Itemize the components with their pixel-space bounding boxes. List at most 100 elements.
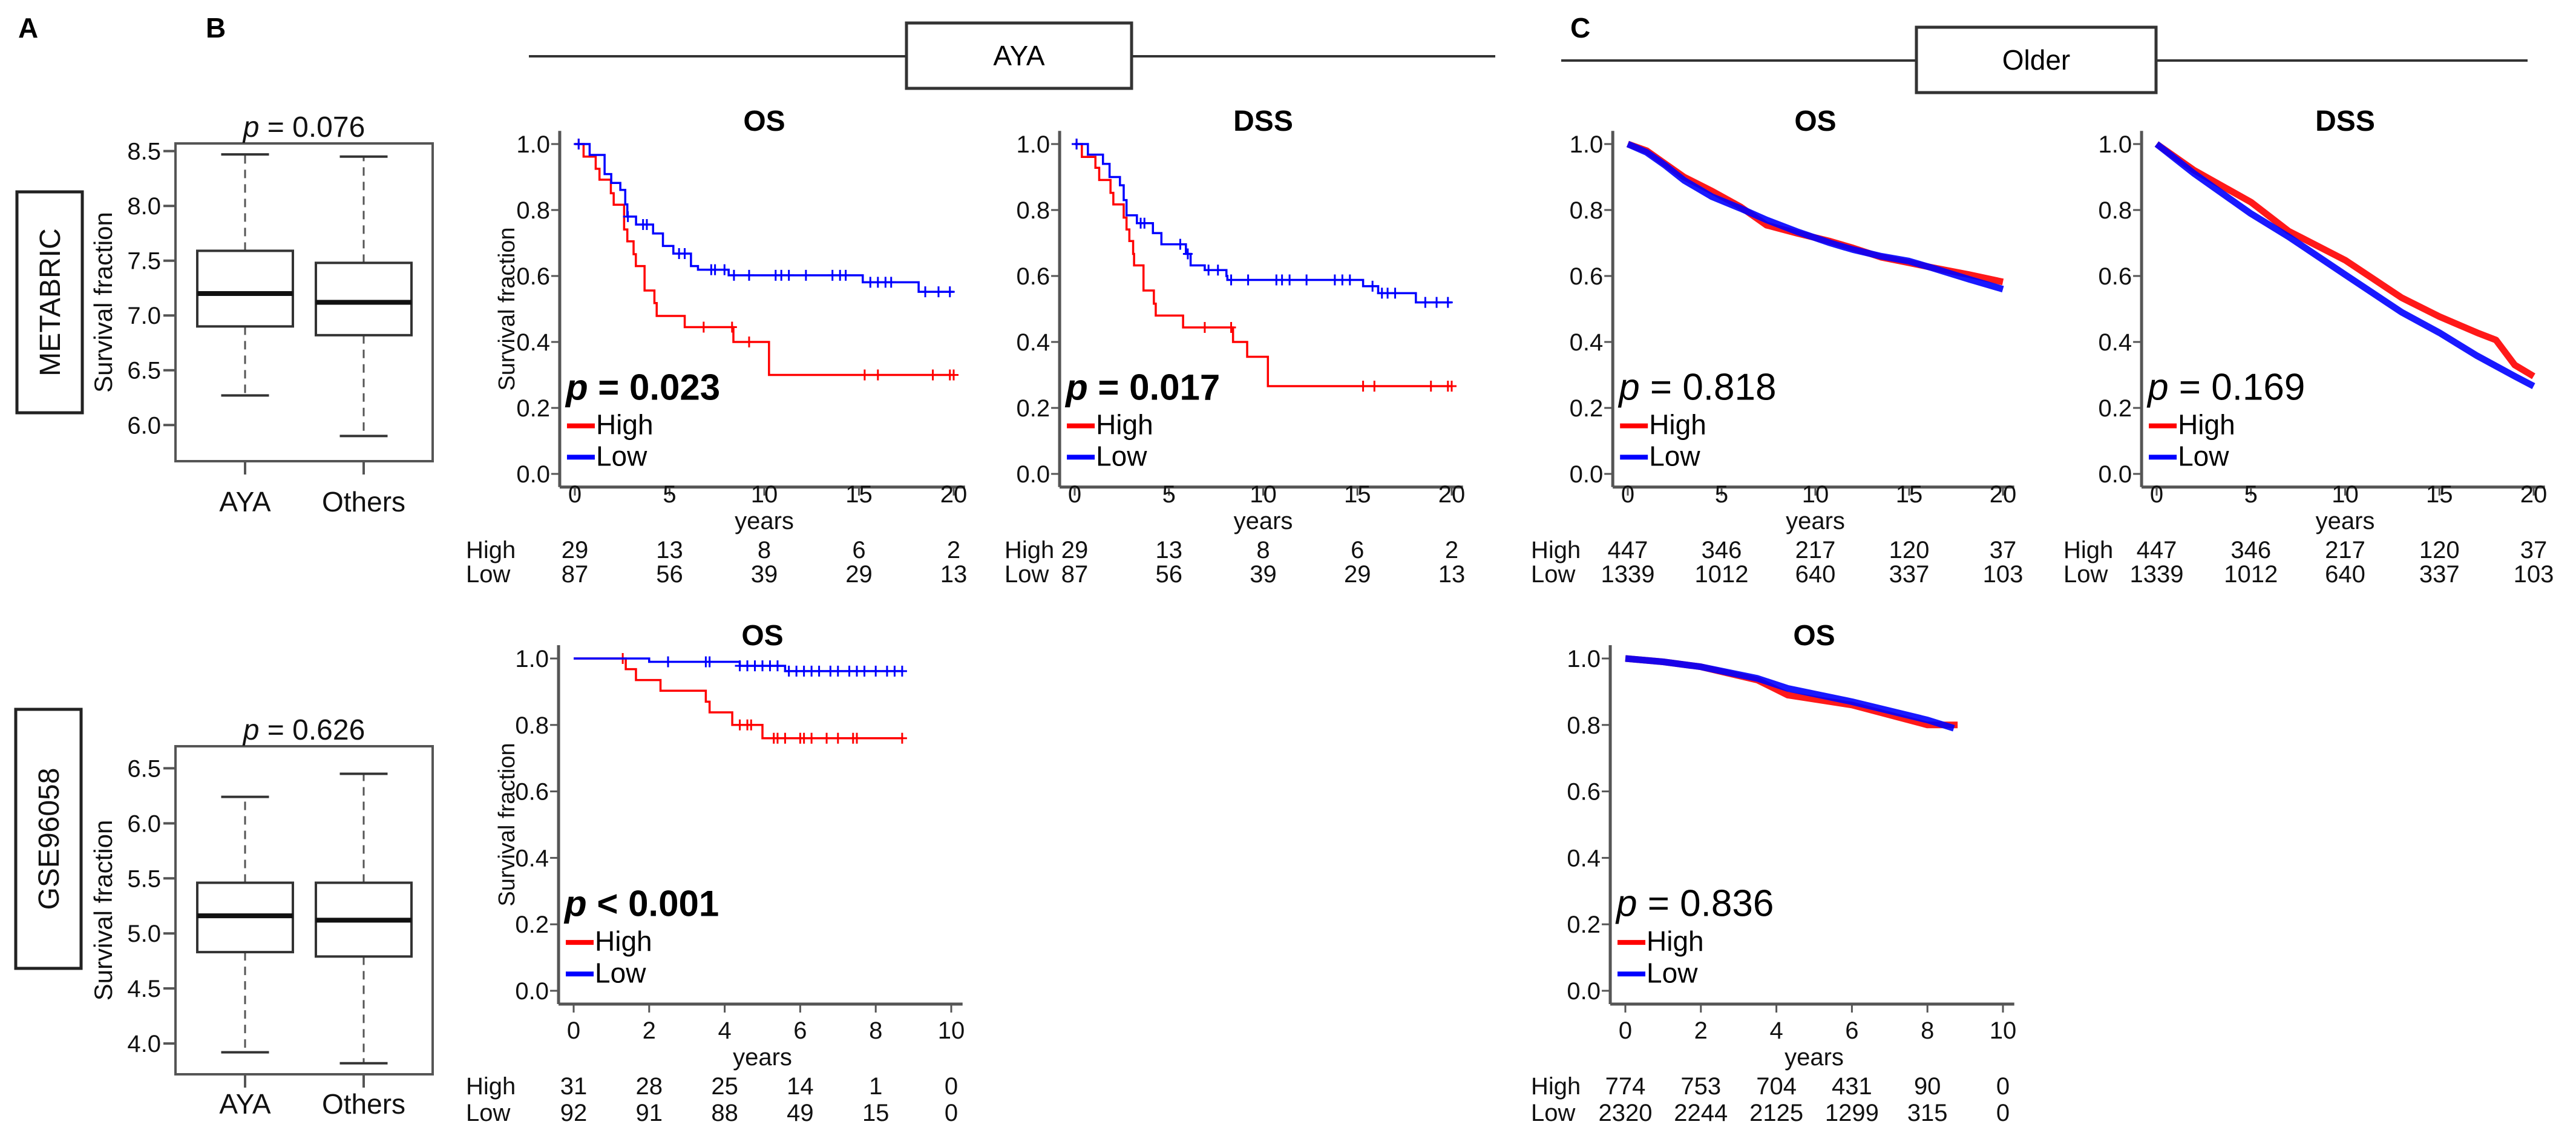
risk-count: 431 — [1832, 1073, 1872, 1100]
censor-mark — [1447, 381, 1457, 392]
category-label: Others — [322, 486, 405, 517]
risk-count: 120 — [1889, 537, 1930, 563]
risk-count: 56 — [1156, 561, 1183, 588]
risk-count: 120 — [2419, 537, 2460, 563]
risk-count: 92 — [560, 1100, 588, 1126]
survival-curve — [575, 143, 954, 376]
risk-count: 37 — [2520, 537, 2548, 563]
risk-count: 29 — [1061, 537, 1089, 563]
y-tick-label: 0.4 — [1016, 329, 1050, 356]
p-value-label: p < 0.001 — [563, 883, 719, 924]
x-axis-label: years — [1786, 508, 1845, 534]
censor-mark — [1302, 274, 1312, 286]
x-tick-label: 5 — [1162, 481, 1176, 508]
p-symbol: p — [242, 111, 260, 143]
risk-count: 87 — [562, 561, 589, 588]
boxplot-chart: 6.0 6.5 7.0 7.5 8.0 8.5 AYA Others p = 0.076 Surv… — [15, 111, 434, 517]
risk-row-label: Low — [1005, 561, 1049, 588]
chart-title: OS — [741, 620, 783, 652]
p-value: = 0.076 — [259, 111, 365, 143]
censor-mark — [1213, 264, 1223, 276]
series-low: Low — [2149, 141, 2535, 471]
x-tick-label: 4 — [1769, 1017, 1783, 1044]
risk-count: 13 — [940, 561, 968, 588]
survival-curve — [1625, 655, 1955, 732]
censor-mark — [1426, 381, 1436, 392]
x-tick-label: 5 — [663, 481, 676, 508]
x-axis-label: years — [1785, 1044, 1844, 1071]
censor-mark — [719, 264, 730, 275]
censor-mark — [746, 719, 756, 731]
risk-count: 49 — [787, 1100, 814, 1126]
censor-mark — [833, 665, 843, 677]
risk-count: 2244 — [1674, 1100, 1728, 1126]
risk-count: 6 — [1351, 537, 1364, 563]
risk-count: 640 — [2325, 561, 2365, 588]
censor-mark — [744, 337, 754, 347]
p-symbol: p — [1064, 367, 1088, 407]
y-tick-label: 0.8 — [1016, 197, 1050, 224]
censor-mark — [574, 139, 584, 149]
y-tick-label: 0.6 — [1016, 263, 1050, 290]
risk-count: 8 — [758, 537, 771, 563]
censor-mark — [949, 369, 959, 381]
series-high: High — [1067, 139, 1457, 441]
y-tick-label: 0.4 — [516, 329, 550, 356]
legend-label: Low — [596, 440, 647, 471]
censor-mark — [928, 369, 938, 381]
p-value: = 0.023 — [588, 367, 721, 407]
y-tick-label: 0.2 — [516, 395, 550, 422]
y-tick-label: 0.2 — [2098, 395, 2132, 422]
series-high: High — [566, 139, 959, 441]
y-tick-label: 0.2 — [1016, 395, 1050, 422]
risk-count: 774 — [1605, 1073, 1646, 1100]
censor-mark — [933, 286, 943, 298]
risk-count: 1 — [869, 1073, 882, 1100]
survival-curve — [1075, 143, 1452, 304]
censor-mark — [744, 269, 754, 281]
y-tick-label: 0.0 — [1567, 978, 1601, 1005]
censor-mark — [710, 264, 720, 275]
legend-label: Low — [595, 957, 646, 988]
y-tick-label: 7.5 — [127, 248, 161, 275]
censor-mark — [772, 660, 782, 672]
x-tick-label: 10 — [1802, 481, 1829, 508]
x-tick-label: 15 — [1344, 481, 1371, 508]
survival-curve — [575, 143, 954, 293]
risk-count: 2 — [1445, 537, 1458, 563]
y-tick-label: 4.0 — [127, 1031, 161, 1057]
y-tick-label: 0.8 — [1570, 197, 1604, 224]
risk-count: 447 — [2137, 537, 2177, 563]
category-label: Others — [322, 1088, 405, 1120]
censor-mark — [1072, 139, 1082, 149]
risk-row-label: High — [466, 537, 516, 563]
y-tick-label: 1.0 — [1570, 131, 1604, 158]
x-tick-label: 20 — [1990, 481, 2017, 508]
dataset-label-box — [14, 708, 83, 970]
p-value-label: p = 0.023 — [565, 367, 720, 407]
censor-mark — [1199, 322, 1210, 333]
y-tick-label: 0.4 — [2098, 329, 2132, 356]
y-axis-label: Survival fraction — [494, 743, 520, 906]
risk-count: 14 — [787, 1073, 814, 1100]
x-tick-label: 8 — [1921, 1017, 1934, 1044]
x-axis-label: years — [733, 1044, 792, 1071]
y-axis-label: Survival fraction — [89, 820, 117, 1001]
y-tick-label: 5.5 — [127, 865, 161, 892]
series-low: Low — [1067, 139, 1453, 471]
x-tick-label: 0 — [567, 1017, 580, 1044]
x-tick-label: 15 — [2426, 481, 2453, 508]
censor-mark — [1345, 274, 1355, 286]
p-value-label: p = 0.626 — [242, 714, 365, 746]
legend-label: High — [2178, 409, 2235, 441]
survival-curve — [2154, 141, 2535, 389]
y-tick-label: 1.0 — [516, 131, 550, 158]
x-tick-label: 0 — [1619, 1017, 1632, 1044]
risk-count: 13 — [1156, 537, 1183, 563]
risk-row-label: High — [466, 1073, 516, 1100]
series-low: Low — [566, 139, 955, 471]
risk-count: 29 — [562, 537, 589, 563]
risk-count: 2320 — [1599, 1100, 1653, 1126]
x-tick-label: 20 — [940, 481, 968, 508]
censor-mark — [704, 656, 715, 668]
